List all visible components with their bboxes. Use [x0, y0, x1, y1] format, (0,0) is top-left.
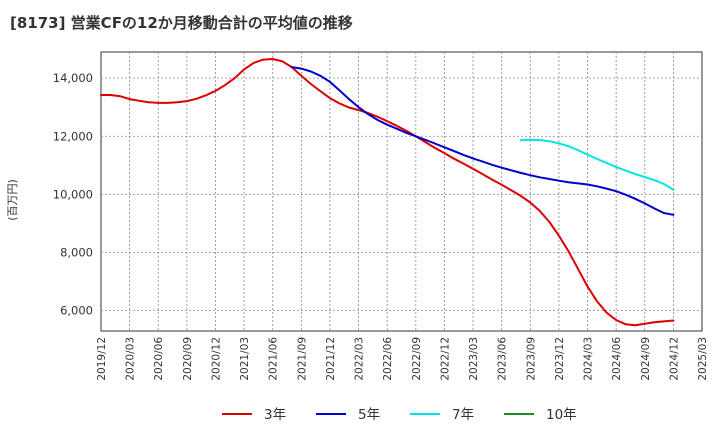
y-tick-label: 8,000 [60, 246, 93, 260]
series-line-7年 [519, 138, 675, 191]
series-line-3年 [100, 58, 675, 327]
x-tick-label: 2021/03 [239, 337, 251, 381]
x-tick-label: 2022/06 [382, 337, 394, 381]
x-tick-label: 2023/09 [525, 337, 537, 381]
y-tick-label: 12,000 [53, 129, 93, 143]
x-tick-label: 2024/09 [640, 337, 652, 381]
x-tick-label: 2021/06 [268, 337, 280, 381]
x-tick-label: 2020/06 [153, 337, 165, 381]
x-tick-label: 2021/09 [296, 337, 308, 381]
x-tick-label: 2024/06 [611, 337, 623, 381]
y-tick-label: 6,000 [60, 304, 93, 318]
x-tick-label: 2020/03 [125, 337, 137, 381]
x-tick-label: 2023/06 [497, 337, 509, 381]
x-tick-label: 2025/03 [697, 337, 709, 381]
x-tick-label: 2022/12 [439, 337, 451, 381]
x-tick-label: 2020/09 [182, 337, 194, 381]
legend-label: 7年 [452, 407, 474, 423]
x-tick-label: 2023/12 [554, 337, 566, 381]
x-tick-label: 2022/03 [354, 337, 366, 381]
x-tick-label: 2022/09 [411, 337, 423, 381]
y-tick-label: 10,000 [53, 187, 93, 201]
series-line-5年 [290, 66, 675, 216]
chart-title: [8173] 営業CFの12か月移動合計の平均値の推移 [10, 14, 353, 32]
x-tick-label: 2024/03 [583, 337, 595, 381]
y-tick-label: 14,000 [53, 71, 93, 85]
x-tick-label: 2021/12 [325, 337, 337, 381]
legend-label: 10年 [546, 407, 577, 423]
y-axis-label: (百万円) [6, 179, 19, 221]
legend-label: 3年 [264, 407, 286, 423]
x-tick-label: 2020/12 [210, 337, 222, 381]
x-tick-label: 2024/12 [668, 337, 680, 381]
legend-label: 5年 [358, 407, 380, 423]
x-tick-label: 2019/12 [96, 337, 108, 381]
plot-area [100, 51, 703, 332]
x-tick-label: 2023/03 [468, 337, 480, 381]
